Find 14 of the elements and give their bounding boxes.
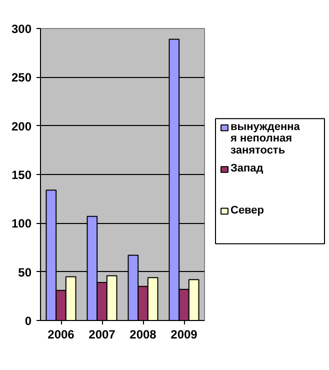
y-tick-label: 100: [11, 216, 32, 231]
x-tick-label: 2007: [88, 328, 116, 342]
y-tick-label: 200: [11, 119, 32, 134]
legend-label: Запад: [230, 162, 264, 175]
x-tick-label: 2009: [170, 328, 198, 342]
x-tick-label: 2008: [130, 328, 157, 342]
y-tick-label: 300: [11, 22, 32, 36]
legend-label: вынужденная неполная занятость: [230, 120, 301, 156]
y-tick-label: 150: [11, 168, 32, 182]
legend-label: Север: [230, 204, 264, 216]
y-tick-label: 250: [11, 70, 32, 85]
x-tick-label: 2006: [48, 328, 75, 342]
y-tick-label: 50: [18, 265, 32, 280]
y-tick-label: 0: [24, 314, 32, 328]
